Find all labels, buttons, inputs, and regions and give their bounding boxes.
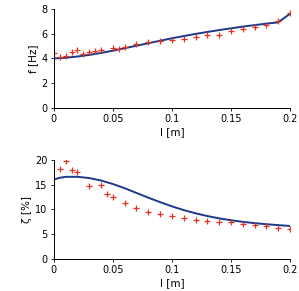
Y-axis label: f [Hz]: f [Hz] [28,44,39,73]
X-axis label: l [m]: l [m] [160,278,184,288]
X-axis label: l [m]: l [m] [160,127,184,137]
Y-axis label: ζ [%]: ζ [%] [22,196,32,223]
